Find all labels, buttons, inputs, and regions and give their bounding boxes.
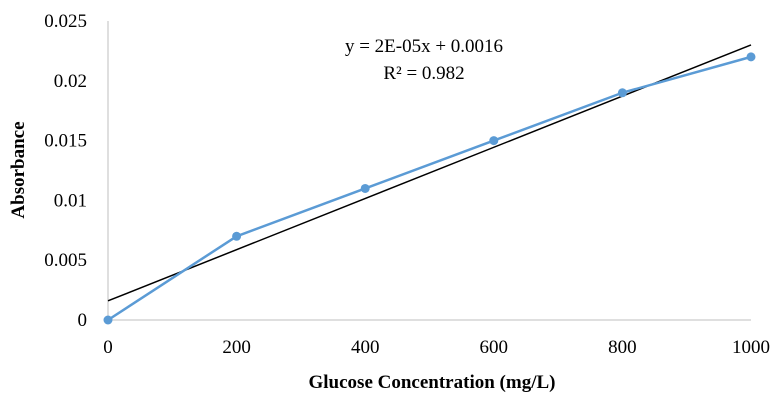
data-point — [103, 315, 113, 325]
y-tick-label: 0.02 — [54, 71, 87, 92]
y-tick-label: 0.005 — [44, 250, 87, 271]
x-tick-label: 400 — [351, 337, 380, 358]
data-point — [360, 183, 370, 193]
x-tick-label: 800 — [608, 337, 637, 358]
y-axis-title: Absorbance — [8, 121, 29, 218]
x-axis-title: Glucose Concentration (mg/L) — [309, 372, 556, 393]
x-axis-ticks: 0 200 400 600 800 1000 — [103, 337, 770, 358]
x-tick-label: 0 — [103, 337, 113, 358]
series-line — [107, 55, 752, 322]
y-tick-label: 0 — [78, 310, 88, 331]
r-squared-label: R² = 0.982 — [383, 63, 464, 84]
x-tick-label: 1000 — [732, 337, 770, 358]
data-point — [617, 88, 627, 98]
series-group — [103, 52, 756, 325]
y-tick-label: 0.025 — [44, 11, 87, 32]
x-tick-label: 600 — [480, 337, 509, 358]
equation-label: y = 2E-05x + 0.0016 — [345, 36, 503, 57]
y-tick-label: 0.01 — [54, 190, 87, 211]
y-tick-label: 0.015 — [44, 131, 87, 152]
chart-axes — [107, 21, 751, 321]
data-point — [232, 231, 242, 241]
x-tick-label: 200 — [222, 337, 251, 358]
data-point — [489, 136, 499, 146]
y-axis-ticks: 0 0.005 0.01 0.015 0.02 0.025 — [44, 11, 87, 331]
data-point — [746, 52, 756, 62]
